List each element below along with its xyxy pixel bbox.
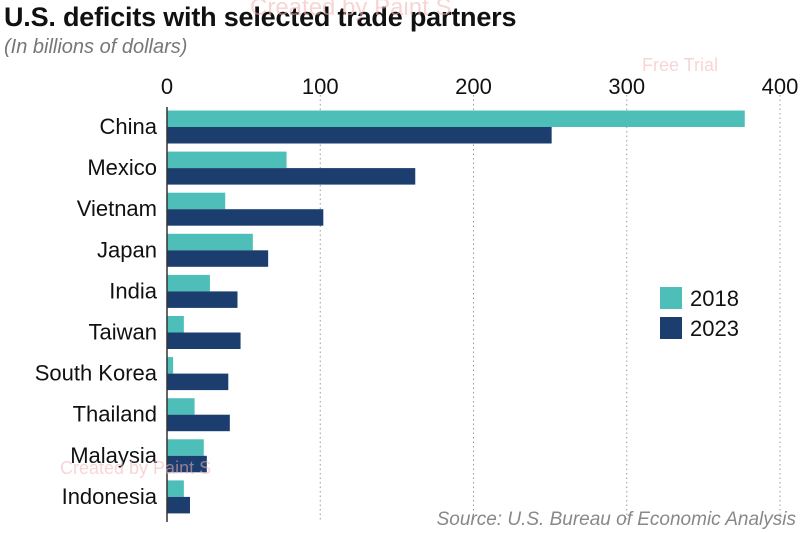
category-label: Japan xyxy=(97,237,157,262)
category-label: Thailand xyxy=(73,402,157,427)
bar-2018 xyxy=(167,480,184,497)
bar-2018 xyxy=(167,274,210,292)
bar-2018 xyxy=(167,439,204,456)
bar-2018 xyxy=(167,398,195,415)
bar-2023 xyxy=(167,332,241,349)
category-label: Malaysia xyxy=(70,443,158,468)
watermark-text: Created by Paint S xyxy=(60,458,212,478)
category-label: South Korea xyxy=(35,361,158,386)
bar-2018 xyxy=(167,151,287,169)
chart-subtitle: (In billions of dollars) xyxy=(4,36,188,58)
bar-2023 xyxy=(167,291,238,308)
bar-2023 xyxy=(167,373,229,391)
bar-2023 xyxy=(167,250,269,267)
category-label: Indonesia xyxy=(62,484,158,509)
x-tick-label: 0 xyxy=(161,74,173,99)
x-tick-label: 200 xyxy=(455,74,492,99)
legend-swatch xyxy=(660,317,682,339)
bar-2023 xyxy=(167,127,552,144)
bar-2018 xyxy=(167,316,184,333)
bar-2023 xyxy=(167,168,416,185)
category-label: Taiwan xyxy=(89,320,157,345)
bar-2018 xyxy=(167,110,745,127)
category-label: Vietnam xyxy=(77,196,157,221)
bar-2018 xyxy=(167,233,253,251)
bar-2018 xyxy=(167,192,226,210)
x-tick-label: 400 xyxy=(762,74,799,99)
watermark-text: Free Trial xyxy=(642,55,719,75)
category-label: India xyxy=(109,278,157,303)
bar-2023 xyxy=(167,496,190,514)
watermark-text: Created by Paint S xyxy=(250,0,452,21)
chart-title: U.S. deficits with selected trade partne… xyxy=(4,2,517,32)
bar-2023 xyxy=(167,414,230,432)
bar-2018 xyxy=(167,357,174,374)
legend-label: 2023 xyxy=(690,316,739,341)
source-note: Source: U.S. Bureau of Economic Analysis xyxy=(436,509,796,530)
x-tick-label: 100 xyxy=(302,74,339,99)
legend-swatch xyxy=(660,287,682,309)
category-label: Mexico xyxy=(87,155,157,180)
category-label: China xyxy=(100,114,158,139)
legend-label: 2018 xyxy=(690,286,739,311)
x-tick-label: 300 xyxy=(608,74,645,99)
bar-2023 xyxy=(167,209,324,226)
bar-2023 xyxy=(167,455,207,473)
